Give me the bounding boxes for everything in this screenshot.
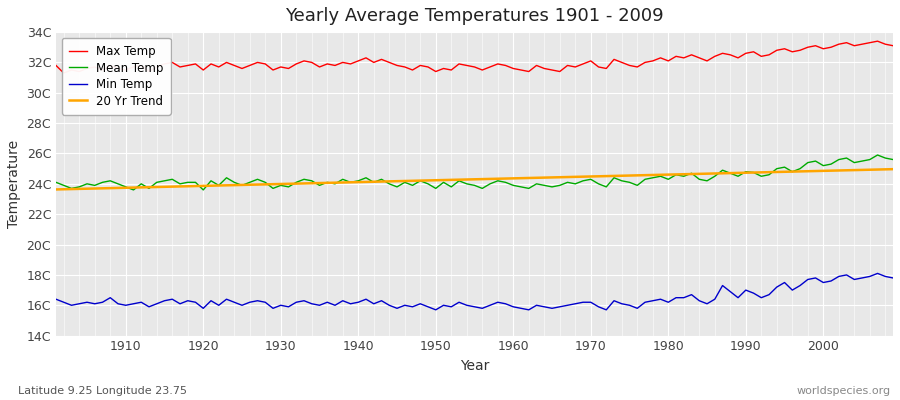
Min Temp bbox=[508, 304, 518, 309]
Y-axis label: Temperature: Temperature bbox=[7, 140, 21, 228]
Title: Yearly Average Temperatures 1901 - 2009: Yearly Average Temperatures 1901 - 2009 bbox=[285, 7, 664, 25]
Max Temp bbox=[508, 66, 518, 71]
20 Yr Trend bbox=[500, 176, 511, 181]
Max Temp bbox=[516, 68, 526, 72]
Min Temp bbox=[872, 271, 883, 276]
Line: Min Temp: Min Temp bbox=[56, 274, 893, 310]
Max Temp bbox=[50, 63, 61, 68]
Min Temp bbox=[430, 308, 441, 312]
20 Yr Trend bbox=[601, 174, 612, 178]
X-axis label: Year: Year bbox=[460, 359, 490, 373]
Min Temp bbox=[516, 306, 526, 311]
Mean Temp bbox=[112, 182, 123, 186]
Min Temp bbox=[50, 297, 61, 302]
Max Temp bbox=[872, 39, 883, 44]
Min Temp bbox=[329, 303, 340, 308]
20 Yr Trend bbox=[508, 176, 518, 181]
Mean Temp bbox=[516, 184, 526, 189]
Min Temp bbox=[887, 276, 898, 280]
Min Temp bbox=[284, 304, 294, 309]
Line: Mean Temp: Mean Temp bbox=[56, 155, 893, 190]
Mean Temp bbox=[291, 180, 302, 185]
Mean Temp bbox=[608, 175, 619, 180]
Max Temp bbox=[338, 60, 348, 65]
Max Temp bbox=[121, 68, 131, 72]
20 Yr Trend bbox=[284, 182, 294, 186]
Mean Temp bbox=[50, 180, 61, 185]
Mean Temp bbox=[887, 157, 898, 162]
Max Temp bbox=[887, 43, 898, 48]
Line: Max Temp: Max Temp bbox=[56, 41, 893, 73]
Max Temp bbox=[608, 57, 619, 62]
Text: worldspecies.org: worldspecies.org bbox=[796, 386, 891, 396]
Mean Temp bbox=[508, 183, 518, 188]
Mean Temp bbox=[872, 153, 883, 158]
Min Temp bbox=[608, 298, 619, 303]
Mean Temp bbox=[338, 177, 348, 182]
Mean Temp bbox=[128, 188, 139, 192]
20 Yr Trend bbox=[112, 186, 123, 190]
20 Yr Trend bbox=[329, 180, 340, 185]
20 Yr Trend bbox=[50, 187, 61, 192]
Legend: Max Temp, Mean Temp, Min Temp, 20 Yr Trend: Max Temp, Mean Temp, Min Temp, 20 Yr Tre… bbox=[62, 38, 171, 115]
Line: 20 Yr Trend: 20 Yr Trend bbox=[56, 169, 893, 190]
Text: Latitude 9.25 Longitude 23.75: Latitude 9.25 Longitude 23.75 bbox=[18, 386, 187, 396]
Min Temp bbox=[112, 301, 123, 306]
Max Temp bbox=[58, 71, 69, 76]
20 Yr Trend bbox=[887, 167, 898, 172]
Max Temp bbox=[291, 62, 302, 66]
